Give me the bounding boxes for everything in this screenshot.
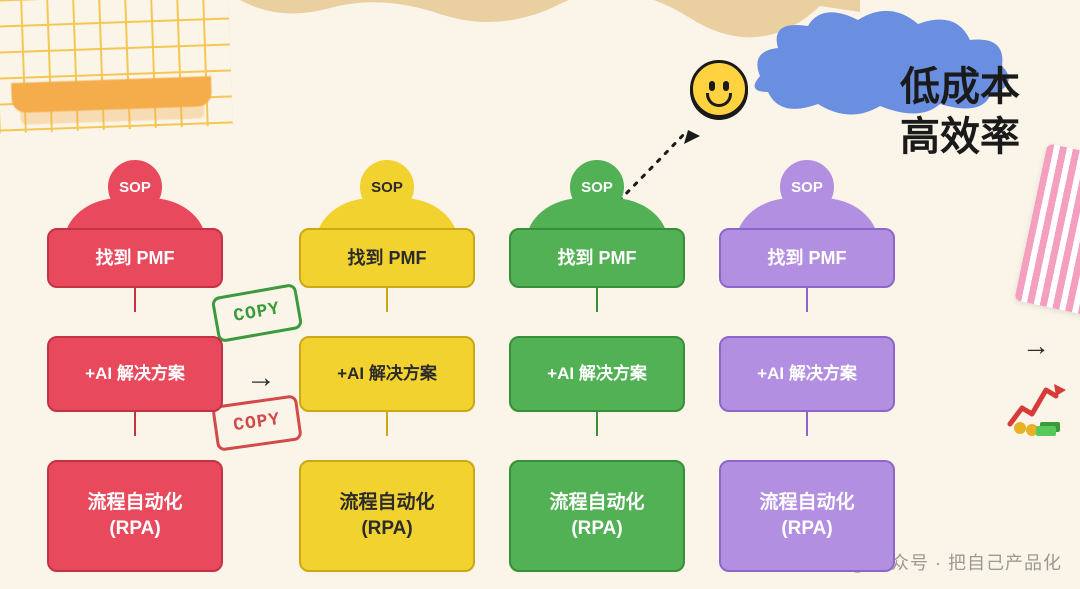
box-pmf: 找到 PMF	[719, 228, 895, 288]
column-row: SOP 找到 PMF +AI 解决方案 流程自动化(RPA) → SOP 找到 …	[40, 188, 902, 572]
deco-pink-stripe	[1014, 143, 1080, 316]
connector	[134, 412, 136, 436]
box-ai-solution: +AI 解决方案	[509, 336, 685, 412]
watermark-text: 公众号 · 把自己产品化	[872, 549, 1062, 575]
column-gap	[692, 188, 712, 568]
connector	[596, 288, 598, 312]
headline: 低成本 高效率	[900, 62, 1020, 162]
box-ai-solution: +AI 解决方案	[299, 336, 475, 412]
arrow-right-icon: →	[1022, 330, 1050, 362]
arrow-slot: →	[230, 188, 292, 568]
sop-badge: SOP	[780, 160, 834, 214]
headline-line1: 低成本	[900, 62, 1020, 112]
sop-badge: SOP	[108, 160, 162, 214]
box-ai-solution: +AI 解决方案	[47, 336, 223, 412]
arrow-right-icon: →	[246, 361, 276, 395]
pipeline-column: SOP 找到 PMF +AI 解决方案 流程自动化(RPA)	[502, 188, 692, 572]
connector	[596, 412, 598, 436]
box-rpa: 流程自动化(RPA)	[509, 460, 685, 572]
box-ai-solution: +AI 解决方案	[719, 336, 895, 412]
box-pmf: 找到 PMF	[509, 228, 685, 288]
box-rpa: 流程自动化(RPA)	[719, 460, 895, 572]
box-rpa: 流程自动化(RPA)	[299, 460, 475, 572]
connector	[386, 288, 388, 312]
connector	[806, 288, 808, 312]
sop-badge: SOP	[360, 160, 414, 214]
box-pmf: 找到 PMF	[47, 228, 223, 288]
box-rpa: 流程自动化(RPA)	[47, 460, 223, 572]
pipeline-column: SOP 找到 PMF +AI 解决方案 流程自动化(RPA)	[712, 188, 902, 572]
connector	[806, 412, 808, 436]
box-pmf: 找到 PMF	[299, 228, 475, 288]
connector	[134, 288, 136, 312]
final-growth: →	[1006, 330, 1066, 436]
smiley-icon	[690, 60, 748, 118]
growth-chart-icon	[1006, 368, 1066, 436]
pipeline-column: SOP 找到 PMF +AI 解决方案 流程自动化(RPA)	[292, 188, 482, 572]
deco-grid-corner	[0, 0, 233, 134]
headline-line2: 高效率	[900, 112, 1020, 162]
column-gap	[482, 188, 502, 568]
sop-badge: SOP	[570, 160, 624, 214]
connector	[386, 412, 388, 436]
pipeline-column: SOP 找到 PMF +AI 解决方案 流程自动化(RPA)	[40, 188, 230, 572]
